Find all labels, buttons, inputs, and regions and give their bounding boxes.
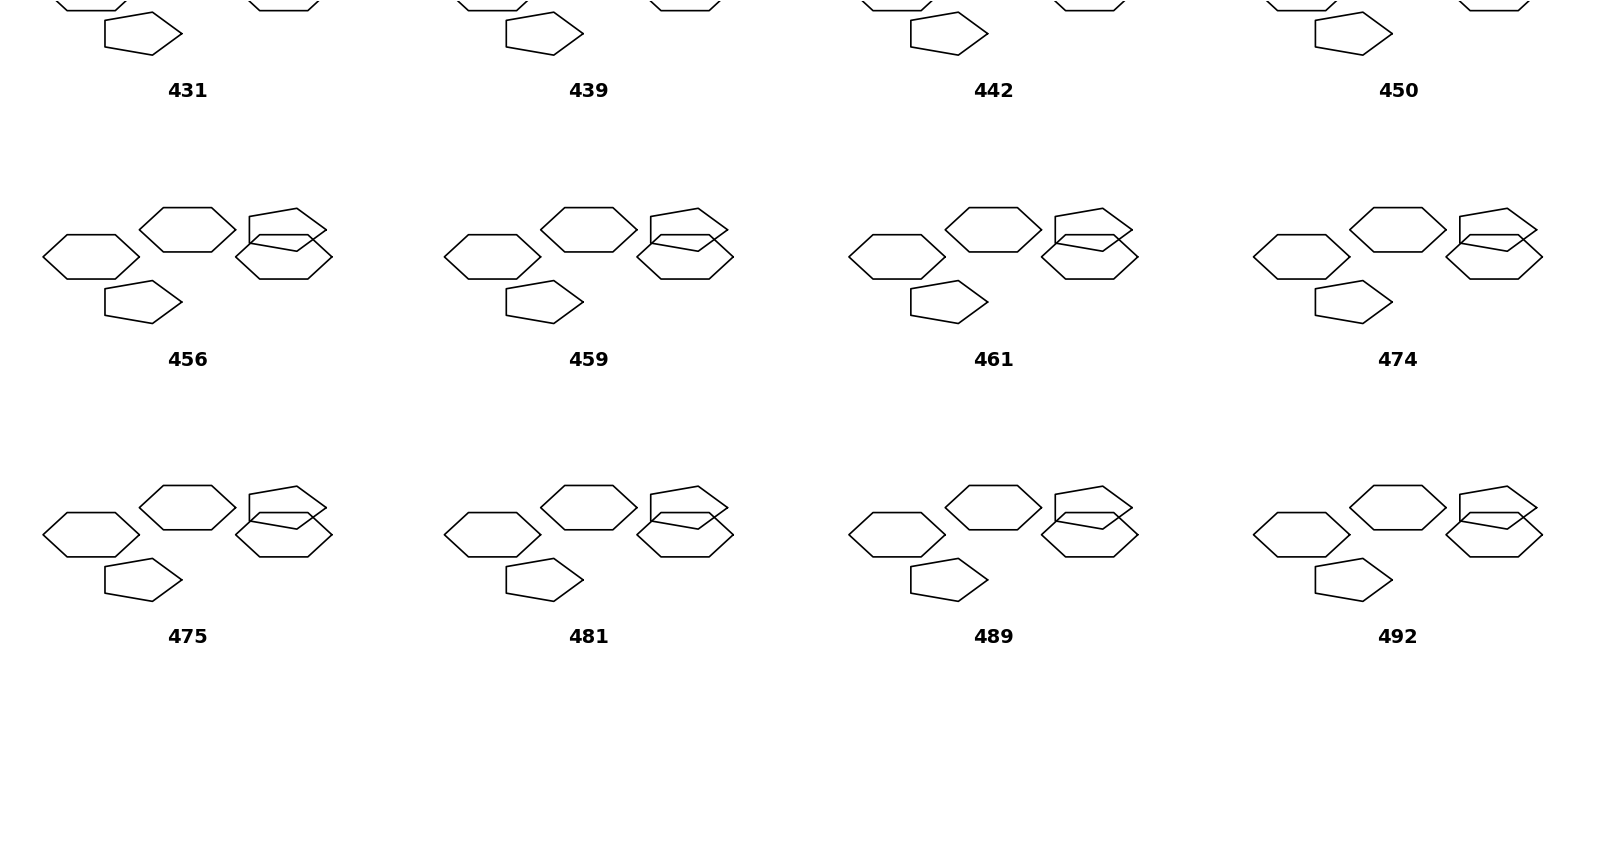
Text: 481: 481 — [569, 628, 609, 647]
Text: 450: 450 — [1378, 82, 1418, 101]
Text: 475: 475 — [167, 628, 207, 647]
Text: 474: 474 — [1378, 350, 1418, 369]
Text: 431: 431 — [167, 82, 207, 101]
Text: 456: 456 — [167, 350, 207, 369]
Text: 442: 442 — [973, 82, 1013, 101]
Text: 461: 461 — [973, 350, 1013, 369]
Text: 439: 439 — [569, 82, 609, 101]
Text: 489: 489 — [973, 628, 1013, 647]
Text: 459: 459 — [569, 350, 609, 369]
Text: 492: 492 — [1378, 628, 1418, 647]
